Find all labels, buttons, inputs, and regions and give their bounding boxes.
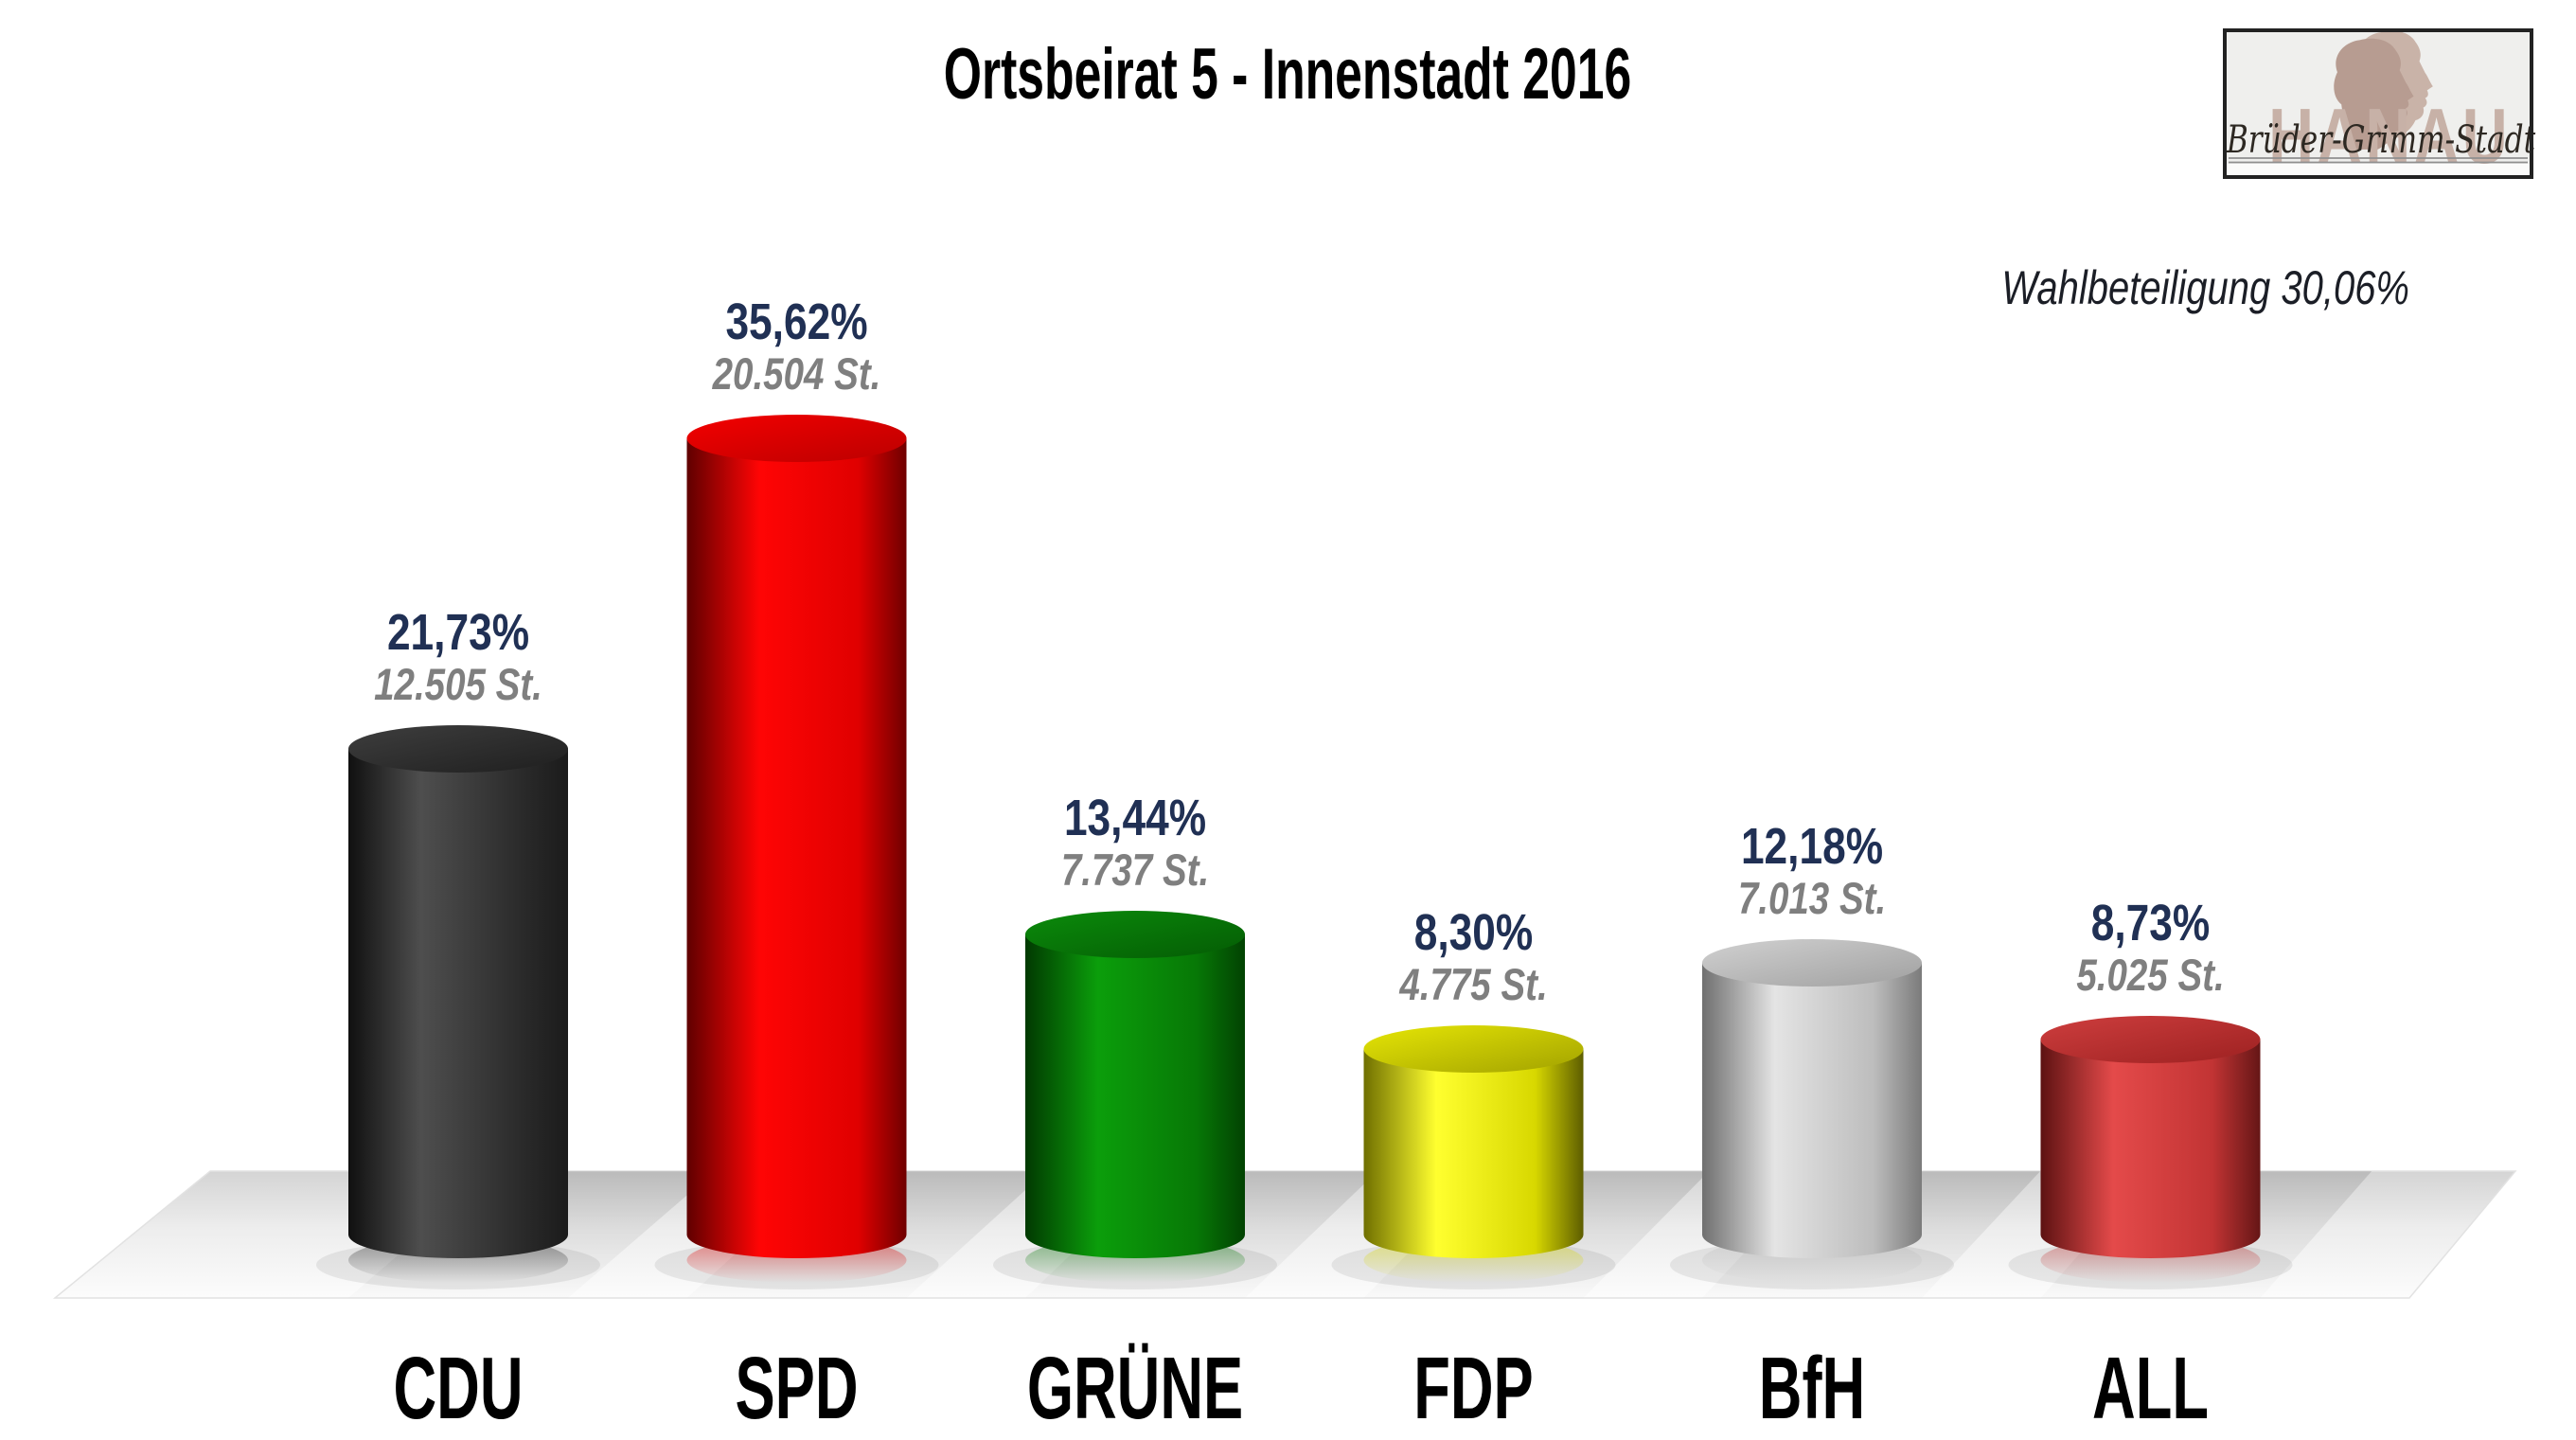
bar-top-bfh [1702,939,1922,987]
bar-cylinder-cdu [348,749,568,1258]
bar-top-cdu [348,725,568,773]
bar-cylinder-all [2040,1040,2261,1258]
bar-group-spd: 35,62%20.504 St. SPD [654,293,1047,1437]
bar-cylinder-fdp [1363,1049,1584,1258]
votes-label: 7.013 St. [1738,874,1886,923]
logo-frame [2223,28,2533,179]
bar-group-all: 8,73%5.025 St. ALL [2008,895,2372,1437]
percent-label: 12,18% [1741,818,1883,875]
votes-label: 5.025 St. [2076,951,2224,1000]
bar-cylinder-grüne [1025,934,1245,1258]
votes-label: 20.504 St. [712,349,881,399]
votes-label: 4.775 St. [1398,960,1547,1009]
category-label-all: ALL [2092,1339,2209,1437]
category-label-fdp: FDP [1413,1339,1533,1437]
percent-label: 13,44% [1064,790,1206,846]
category-label-bfh: BfH [1759,1339,1865,1437]
bar-top-fdp [1363,1025,1584,1073]
grimm-brother-front-silhouette [2334,38,2414,150]
bar-cylinder-bfh [1702,963,1922,1258]
bar-top-all [2040,1016,2261,1063]
bar-group-cdu: 21,73%12.505 St. CDU [316,604,716,1437]
percent-label: 8,73% [2091,895,2211,951]
category-label-grüne: GRÜNE [1027,1339,1243,1437]
turnout-label: Wahlbeteiligung 30,06% [2001,261,2409,314]
bar-cylinder-spd [686,438,907,1258]
category-label-cdu: CDU [393,1339,523,1437]
bar-group-bfh: 12,18%7.013 St. BfH [1670,818,2041,1437]
percent-label: 35,62% [725,293,867,350]
hanau-logo: HANAU Brüder-Grimm-Stadt [2223,28,2536,180]
percent-label: 21,73% [387,604,529,661]
bar-top-grüne [1025,911,1245,958]
category-label-spd: SPD [735,1339,858,1437]
bar-group-fdp: 8,30%4.775 St. FDP [1331,904,1710,1437]
percent-label: 8,30% [1414,904,1534,961]
bar-top-spd [686,415,907,462]
votes-label: 12.505 St. [374,660,542,709]
logo-tagline: Brüder-Grimm-Stadt [2226,118,2536,162]
logo-bottom-strip [2227,164,2530,175]
bars-group: 21,73%12.505 St. CDU 35,62%20.504 St. SPD 13… [316,293,2372,1437]
votes-label: 7.737 St. [1061,845,1209,895]
bar-group-grüne: 13,44%7.737 St. GRÜNE [993,790,1378,1437]
chart-title: Ortsbeirat 5 - Innenstadt 2016 [944,33,1631,114]
